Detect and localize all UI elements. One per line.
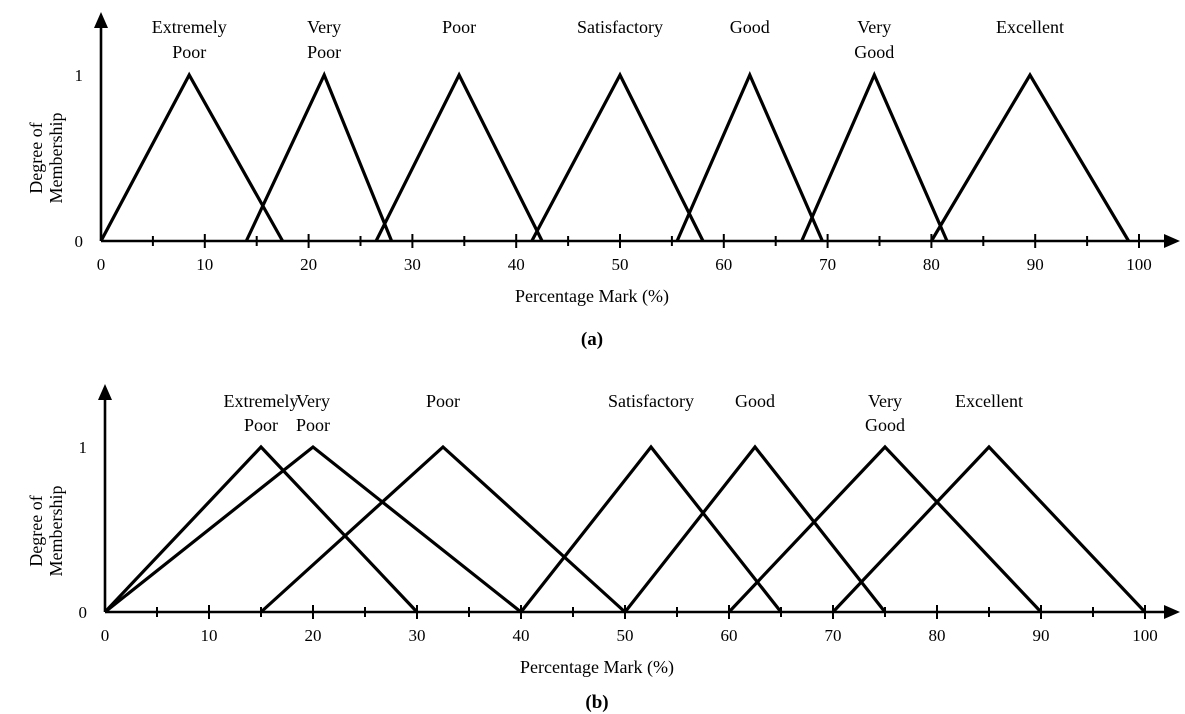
x-tick-label: 60	[721, 626, 738, 645]
x-axis-title: Percentage Mark (%)	[520, 657, 674, 678]
fuzzy-set-label: Extremely	[224, 391, 299, 411]
y-axis-title-line: Degree of	[26, 122, 46, 193]
fuzzy-set-label: Excellent	[996, 17, 1064, 37]
fuzzy-set-label: Extremely	[152, 17, 227, 37]
x-tick-label: 80	[929, 626, 946, 645]
fuzzy-set-label: Very	[857, 17, 891, 37]
x-tick-label: 20	[300, 255, 317, 274]
membership-function-line	[374, 71, 544, 242]
membership-function-line	[675, 71, 824, 242]
fuzzy-set-label: Poor	[307, 42, 341, 62]
membership-function-line	[831, 444, 1147, 614]
x-tick-label: 0	[97, 255, 106, 274]
y-axis-title: Degree of Membership	[26, 486, 66, 577]
x-tick-label: 100	[1126, 255, 1152, 274]
fuzzy-set-label: Good	[730, 17, 770, 37]
x-tick-label: 100	[1132, 626, 1158, 645]
panel-label: (a)	[581, 329, 603, 350]
y-axis-arrow-icon	[98, 384, 112, 400]
x-tick-label: 40	[508, 255, 525, 274]
membership-function-line	[800, 71, 949, 242]
membership-function-line	[623, 444, 887, 613]
x-tick-label: 30	[404, 255, 421, 274]
fuzzy-set-label: Good	[865, 415, 905, 435]
fuzzy-set-label: Very	[307, 17, 341, 37]
y-axis-title-line: Membership	[46, 486, 66, 577]
membership-function-line	[259, 444, 627, 614]
fuzzy-set-label: Good	[735, 391, 775, 411]
x-axis-arrow-icon	[1164, 234, 1180, 248]
fuzzy-set-label: Satisfactory	[577, 17, 663, 37]
fuzzy-set-label: Very	[296, 391, 330, 411]
y-tick-label: 0	[79, 603, 88, 622]
fuzzy-set-label: Poor	[442, 17, 476, 37]
fuzzy-set-label: Excellent	[955, 391, 1023, 411]
x-tick-label: 0	[101, 626, 110, 645]
membership-function-line	[104, 444, 522, 614]
membership-function-line	[519, 444, 783, 613]
y-tick-label: 1	[79, 438, 88, 457]
fuzzy-set-label: Poor	[296, 415, 330, 435]
fuzzy-set-label: Good	[854, 42, 894, 62]
x-tick-label: 10	[196, 255, 213, 274]
fuzzy-set-label: Very	[868, 391, 902, 411]
y-axis-title: Degree of Membership	[26, 113, 66, 204]
x-tick-label: 70	[825, 626, 842, 645]
y-axis-title-line: Membership	[46, 113, 66, 204]
y-tick-label: 1	[75, 66, 84, 85]
membership-function-line	[244, 71, 394, 242]
x-axis-title: Percentage Mark (%)	[515, 286, 669, 307]
panel-a-chart: 0 10 20 30 40 50 60 70 80 90 100 0 1 Percentage Mark …	[26, 12, 1180, 350]
x-tick-label: 10	[201, 626, 218, 645]
x-tick-label: 30	[409, 626, 426, 645]
x-tick-label: 90	[1027, 255, 1044, 274]
membership-function-line	[930, 71, 1130, 242]
membership-function-line	[99, 71, 284, 242]
fuzzy-set-label: Poor	[244, 415, 278, 435]
y-axis-arrow-icon	[94, 12, 108, 28]
panel-b-chart: 0 10 20 30 40 50 60 70 80 90 100 0 1 Percentage Mark …	[26, 384, 1180, 713]
fuzzy-set-label: Poor	[426, 391, 460, 411]
fuzzy-set-label: Poor	[172, 42, 206, 62]
y-tick-label: 0	[75, 232, 84, 251]
membership-function-line	[103, 444, 419, 614]
x-tick-label: 20	[305, 626, 322, 645]
x-tick-label: 80	[923, 255, 940, 274]
x-axis-arrow-icon	[1164, 605, 1180, 619]
x-tick-label: 60	[715, 255, 732, 274]
x-tick-label: 50	[617, 626, 634, 645]
fuzzy-set-label: Satisfactory	[608, 391, 694, 411]
x-tick-label: 90	[1033, 626, 1050, 645]
x-tick-label: 40	[513, 626, 530, 645]
y-axis-title-line: Degree of	[26, 495, 46, 566]
x-tick-label: 50	[612, 255, 629, 274]
x-tick-label: 70	[819, 255, 836, 274]
panel-label: (b)	[585, 692, 608, 713]
membership-function-line	[530, 71, 705, 242]
membership-function-line	[727, 444, 1043, 614]
